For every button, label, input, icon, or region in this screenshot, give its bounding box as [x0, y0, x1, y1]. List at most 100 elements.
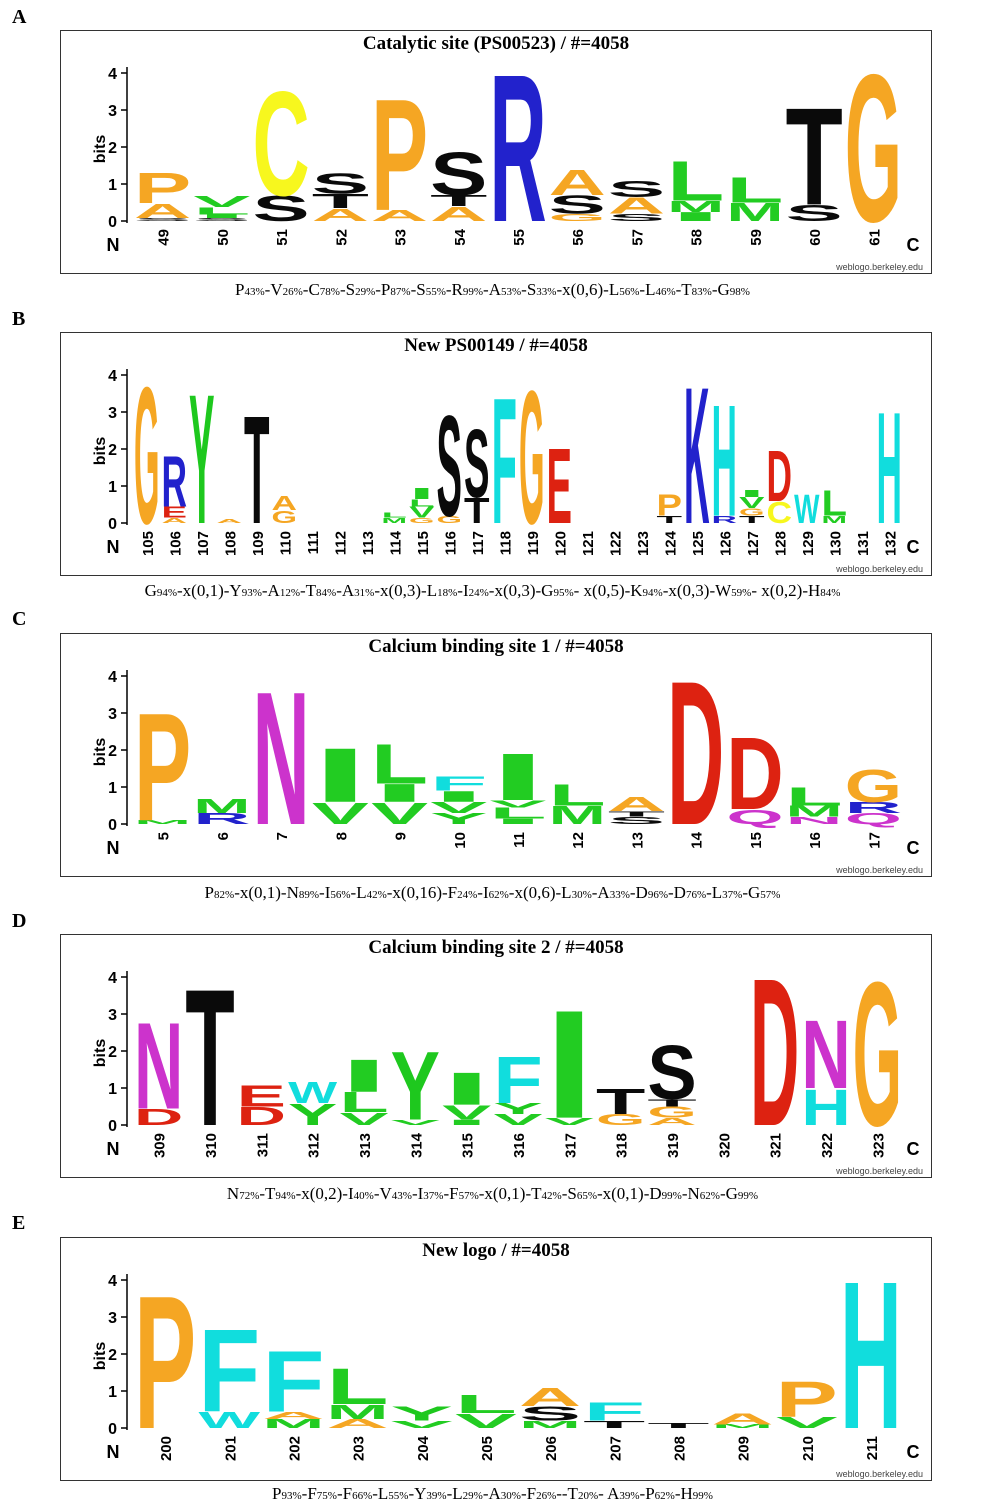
position-label: 115 [415, 531, 432, 555]
y-tick-label: 2 [108, 140, 117, 157]
logo-letter-v: V [391, 1419, 453, 1431]
logo-title: New PS00149 / #=4058 [404, 335, 588, 356]
svg-text:S: S [312, 168, 369, 200]
logo-letter-d: D [750, 935, 799, 1170]
logo-letter-t: T [244, 384, 269, 556]
logo-letter-w: W [794, 487, 820, 532]
svg-text:S: S [437, 387, 462, 547]
svg-text:L: L [409, 497, 434, 508]
y-tick-label: 4 [108, 368, 117, 385]
logo-frame: Catalytic site (PS00523) / #=4058 weblogo… [60, 30, 932, 274]
logo-letter-n: N [786, 815, 843, 826]
consensus-pattern: G94%-x(0,1)-Y93%-A12%-T84%-A31%-x(0,3)-L… [144, 581, 841, 600]
svg-text:A: A [549, 163, 606, 203]
svg-text:S: S [647, 1031, 696, 1117]
svg-text:R: R [489, 31, 546, 266]
position-label: 313 [357, 1133, 374, 1158]
logo-letter-s: S [134, 217, 191, 222]
y-tick-label: 3 [108, 405, 117, 422]
logo-letter-h: H [840, 1238, 902, 1474]
position-label: 107 [195, 531, 212, 556]
logo-letter-y: Y [493, 1100, 542, 1117]
position-label: 123 [635, 531, 652, 556]
logo-letter-l: L [822, 484, 847, 524]
consensus-pattern: P82%-x(0,1)-N89%-I56%-L42%-x(0,16)-F24%-… [204, 883, 781, 902]
svg-text:S: S [786, 200, 843, 226]
svg-text:M: M [382, 516, 407, 525]
svg-text:L: L [193, 205, 250, 216]
logo-letter-p: P [134, 1255, 196, 1468]
svg-text:V: V [409, 504, 435, 521]
logo-letter-v: V [490, 798, 548, 809]
position-label: 59 [748, 229, 765, 246]
svg-text:V: V [312, 796, 369, 831]
logo-letter-t: T [596, 1082, 645, 1122]
svg-text:Q: Q [845, 810, 902, 827]
logo-letter-i: I [442, 1118, 491, 1127]
svg-text:S: S [519, 1402, 581, 1425]
position-label: 322 [819, 1133, 836, 1158]
logo-letter-t: T [786, 80, 843, 235]
svg-text:V: V [391, 1118, 440, 1127]
position-label: 121 [580, 531, 597, 556]
position-label: 131 [855, 531, 872, 556]
position-label: 317 [562, 1133, 579, 1158]
svg-text:T: T [647, 1097, 696, 1108]
logo-letter-r: R [711, 514, 737, 526]
svg-text:A: A [371, 207, 428, 224]
logo-letter-v: V [776, 1414, 838, 1431]
logo-letter-l: L [549, 778, 606, 812]
logo-letter-r: R [845, 799, 902, 816]
logo-title: Calcium binding site 1 / #=4058 [368, 636, 624, 657]
position-label: 203 [351, 1436, 368, 1461]
svg-text:T: T [786, 80, 843, 235]
svg-text:I: I [489, 817, 546, 826]
svg-text:E: E [546, 427, 572, 547]
svg-text:V: V [371, 796, 428, 831]
svg-text:D: D [726, 717, 783, 831]
svg-text:I: I [312, 732, 369, 818]
logo-letter-r: R [193, 810, 250, 827]
y-tick-label: 3 [108, 706, 117, 723]
svg-text:A: A [134, 200, 191, 223]
svg-text:T: T [583, 1419, 645, 1430]
logo-frame: Calcium binding site 1 / #=4058 weblogo.b… [60, 633, 932, 877]
logo-letter-t: T [185, 949, 234, 1167]
svg-text:W: W [198, 1408, 261, 1433]
logo-letter-v: V [193, 193, 250, 210]
y-axis-label: bits [92, 738, 109, 767]
svg-text:G: G [853, 940, 902, 1170]
svg-text:Y: Y [288, 1098, 337, 1132]
position-label: 124 [662, 530, 679, 556]
svg-text:L: L [327, 1358, 389, 1415]
svg-text:T: T [185, 949, 234, 1167]
svg-text:T: T [608, 810, 665, 819]
y-tick-label: 2 [108, 743, 117, 760]
position-label: 105 [140, 531, 157, 556]
logo-letter-l: L [339, 1086, 388, 1118]
logo-letter-s: S [464, 409, 489, 518]
position-label: 106 [167, 531, 184, 556]
svg-text:T: T [312, 190, 369, 213]
svg-text:C: C [767, 496, 793, 530]
logo-letter-v: V [339, 1109, 388, 1129]
svg-text:V: V [739, 495, 765, 512]
logo-letter-t: T [464, 492, 490, 532]
svg-text:N: N [801, 1000, 850, 1109]
logo-letter-i: I [667, 209, 724, 223]
svg-text:V: V [391, 1419, 453, 1431]
logo-letter-l: L [667, 150, 724, 213]
svg-text:N: N [252, 652, 309, 865]
logo-letter-v: V [312, 796, 369, 831]
svg-text:Y: Y [493, 1100, 542, 1117]
logo-letter-d: D [134, 1104, 183, 1130]
position-label: 55 [511, 229, 528, 246]
svg-text:L: L [786, 782, 843, 811]
svg-text:M: M [519, 1419, 581, 1430]
svg-text:D: D [767, 437, 792, 517]
position-label: 204 [415, 1435, 432, 1461]
svg-text:I: I [339, 1050, 388, 1101]
logo-letter-t: T [739, 514, 765, 525]
y-tick-label: 2 [108, 442, 117, 459]
